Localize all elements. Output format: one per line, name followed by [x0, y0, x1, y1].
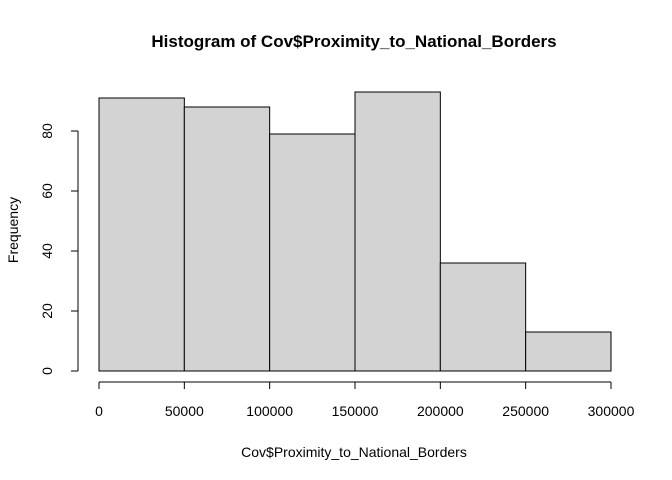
- histogram-bar: [183, 106, 271, 372]
- histogram-bar: [269, 133, 356, 372]
- y-tick-label: 40: [39, 243, 55, 259]
- y-axis-label: Frequency: [5, 197, 21, 263]
- histogram-bar: [98, 97, 185, 372]
- x-axis: 0 50000 100000 150000 200000 250000 300000: [95, 381, 635, 419]
- x-axis-label: Cov$Proximity_to_National_Borders: [241, 444, 467, 460]
- x-tick-label: 150000: [332, 403, 379, 419]
- chart-title: Histogram of Cov$Proximity_to_National_B…: [151, 32, 556, 51]
- histogram-bar: [354, 91, 441, 372]
- y-tick-label: 80: [39, 123, 55, 139]
- y-tick-label: 0: [39, 367, 55, 375]
- x-tick-label: 200000: [417, 403, 464, 419]
- x-tick-label: 50000: [165, 403, 204, 419]
- x-tick-label: 0: [95, 403, 103, 419]
- x-tick-label: 250000: [502, 403, 549, 419]
- y-tick-label: 60: [39, 183, 55, 199]
- y-tick-label: 20: [39, 303, 55, 319]
- histogram-bars: [98, 91, 612, 372]
- histogram-bar: [439, 262, 527, 372]
- y-axis: 0 20 40 60 80: [39, 123, 79, 375]
- x-tick-label: 100000: [246, 403, 293, 419]
- x-tick-label: 300000: [588, 403, 635, 419]
- histogram-bar: [525, 331, 612, 372]
